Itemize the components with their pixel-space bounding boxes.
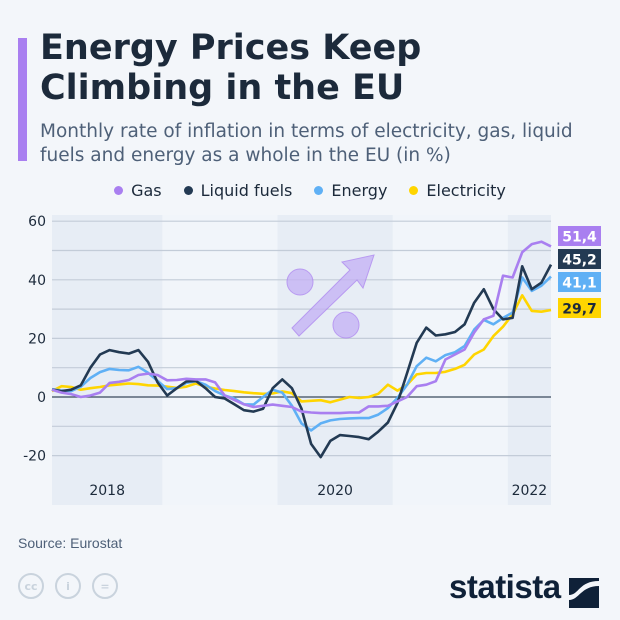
end-label-value: 51,4 xyxy=(562,230,597,246)
legend-label: Gas xyxy=(131,181,162,200)
year-label: 2018 xyxy=(89,483,125,499)
year-band-2018 xyxy=(52,215,163,505)
series-line-electricity xyxy=(51,294,552,404)
end-label-value: 41,1 xyxy=(562,276,597,292)
statista-logo: statista xyxy=(449,568,561,605)
legend-marker-electricity xyxy=(409,186,419,195)
series-line-energy xyxy=(51,275,552,432)
chart-title: Energy Prices Keep Climbing in the EU xyxy=(40,28,422,108)
legend-marker-energy xyxy=(314,186,324,195)
year-label: 2022 xyxy=(512,483,548,499)
y-tick-label: 60 xyxy=(28,214,46,230)
legend-label: Electricity xyxy=(426,181,506,200)
title-accent-bar xyxy=(18,38,27,161)
chart-subtitle: Monthly rate of inflation in terms of el… xyxy=(40,121,573,166)
series-line-liquid-fuels xyxy=(51,263,553,459)
cc-icon: cc xyxy=(18,573,44,599)
by-icon: i xyxy=(55,573,81,599)
year-band-2020 xyxy=(277,215,393,505)
y-tick-label: 40 xyxy=(28,273,46,289)
end-label-value: 45,2 xyxy=(562,253,597,269)
legend-marker-liquid-fuels xyxy=(183,186,193,195)
end-label-box xyxy=(558,226,601,246)
percent-arrow-icon xyxy=(286,254,375,339)
y-tick-label: 20 xyxy=(28,331,46,347)
end-label-value: 29,7 xyxy=(562,302,597,318)
series-line-gas xyxy=(51,240,552,415)
nd-icon: = xyxy=(92,573,118,599)
y-tick-label: -20 xyxy=(23,449,46,465)
legend-label: Energy xyxy=(331,181,388,200)
legend-item-gas: Gas xyxy=(114,181,162,200)
legend-item-electricity: Electricity xyxy=(409,181,506,200)
y-tick-label: 0 xyxy=(37,390,46,406)
end-label-box xyxy=(558,249,601,269)
statista-logo-mark-icon xyxy=(569,578,599,608)
year-band-2022 xyxy=(507,215,551,505)
end-label-box xyxy=(558,298,601,318)
legend-label: Liquid fuels xyxy=(200,181,293,200)
legend-item-energy: Energy xyxy=(314,181,387,200)
legend-item-liquid-fuels: Liquid fuels xyxy=(183,181,293,200)
source-note: Source: Eurostat xyxy=(18,535,123,551)
year-label: 2020 xyxy=(317,483,353,499)
legend: Gas Liquid fuels Energy Electricity xyxy=(0,181,620,200)
legend-marker-gas xyxy=(114,186,124,195)
end-label-box xyxy=(558,272,601,292)
